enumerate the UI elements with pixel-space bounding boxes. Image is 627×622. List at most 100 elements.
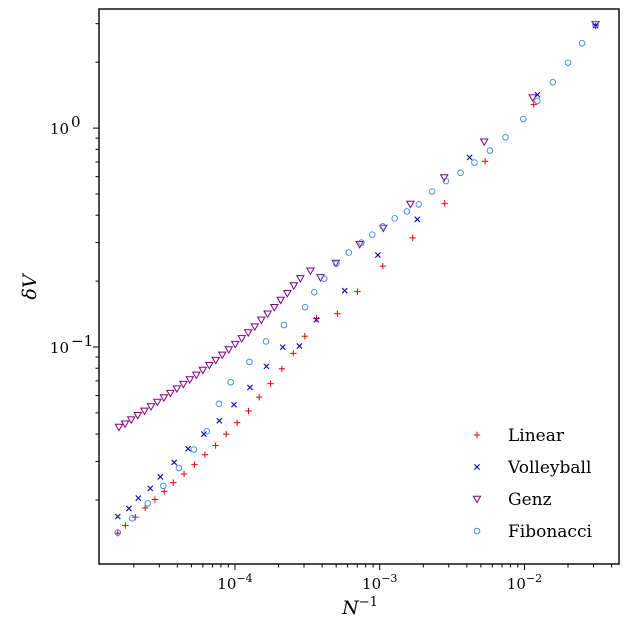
linear-point-3 [142, 504, 149, 512]
linear-point-20 [334, 310, 341, 317]
volleyball-point-15 [341, 287, 348, 294]
fibonacci-point-31 [549, 78, 557, 86]
fibonacci-point-28 [502, 133, 509, 141]
genz-point-18 [230, 340, 240, 349]
volleyball-point-1 [125, 505, 132, 512]
volleyball-point-11 [263, 363, 270, 370]
genz-point-15 [211, 356, 221, 365]
volleyball-point-3 [147, 485, 154, 492]
genz-point-1 [120, 420, 130, 429]
linear-point-24 [441, 200, 448, 207]
volleyball-point-20 [592, 22, 599, 29]
linear-point-21 [354, 288, 361, 295]
x-tick-label-1: 10−3 [362, 572, 397, 593]
fibonacci-point-4 [175, 464, 183, 472]
fibonacci-point-25 [457, 169, 464, 177]
genz-point-19 [237, 335, 247, 343]
linear-point-26 [530, 101, 537, 108]
genz-point-20 [243, 329, 253, 338]
legend: Linear Volleyball Genz Fibonacci [472, 426, 592, 542]
fibonacci-point-20 [391, 215, 399, 222]
genz-point-22 [256, 316, 266, 325]
genz-point-7 [159, 394, 169, 403]
genz-point-8 [165, 389, 175, 398]
y-tick-exp-1: 0 [71, 113, 81, 131]
fibonacci-point-17 [358, 239, 365, 246]
fibonacci-point-12 [301, 303, 309, 311]
volleyball-point-16 [374, 252, 381, 259]
axis-ticks [93, 23, 613, 570]
legend-marker-linear [473, 431, 481, 439]
fibonacci-point-1 [128, 514, 136, 522]
legend-marker-fibonacci [473, 527, 481, 535]
genz-point-29 [305, 267, 315, 276]
legend-entry-fibonacci: Fibonacci [473, 522, 592, 542]
fibonacci-point-15 [333, 260, 340, 268]
fibonacci-point-6 [203, 427, 211, 435]
volleyball-point-2 [135, 495, 142, 502]
volleyball-point-0 [114, 513, 121, 520]
fibonacci-point-30 [534, 97, 541, 105]
genz-point-37 [528, 94, 538, 103]
genz-point-16 [217, 351, 227, 360]
series-fibonacci [114, 20, 599, 536]
legend-marker-genz [472, 495, 482, 504]
plot-area [114, 20, 601, 537]
y-tick-label-1: 10 [50, 120, 69, 138]
volleyball-point-8 [216, 417, 223, 424]
series-genz [114, 21, 601, 432]
linear-point-10 [212, 442, 219, 449]
volleyball-point-6 [185, 445, 192, 452]
fibonacci-point-24 [442, 177, 450, 185]
linear-point-13 [245, 407, 252, 415]
legend-label-linear: Linear [508, 426, 565, 446]
genz-point-3 [133, 411, 143, 420]
linear-point-23 [409, 234, 416, 242]
y-axis-label: δV [19, 272, 41, 299]
fibonacci-point-33 [578, 39, 586, 47]
genz-point-2 [126, 416, 136, 425]
linear-point-12 [233, 419, 241, 426]
linear-point-6 [170, 479, 177, 486]
fibonacci-point-8 [227, 378, 235, 386]
genz-point-23 [263, 310, 273, 319]
genz-point-11 [185, 376, 195, 385]
genz-point-6 [152, 398, 162, 407]
genz-point-26 [282, 290, 292, 298]
volleyball-point-4 [157, 473, 164, 480]
fibonacci-point-26 [471, 159, 478, 166]
genz-point-12 [191, 371, 201, 380]
series-volleyball [114, 22, 599, 520]
fibonacci-point-32 [564, 59, 572, 66]
genz-point-36 [479, 138, 489, 147]
linear-point-4 [151, 496, 159, 503]
fibonacci-point-10 [262, 338, 270, 345]
linear-point-11 [223, 430, 230, 438]
genz-point-0 [114, 423, 124, 432]
volleyball-point-12 [279, 344, 286, 351]
fibonacci-point-16 [345, 249, 353, 256]
volleyball-point-14 [313, 316, 320, 323]
fibonacci-point-2 [144, 500, 152, 507]
genz-point-10 [178, 380, 188, 389]
fibonacci-point-29 [519, 115, 527, 123]
volleyball-point-9 [231, 401, 237, 408]
series-linear [114, 22, 599, 537]
linear-point-15 [267, 380, 274, 387]
y-tick-label-0: 10 [50, 339, 69, 357]
genz-point-5 [146, 403, 156, 412]
genz-point-21 [250, 323, 260, 332]
fibonacci-point-23 [428, 188, 436, 195]
x-axis-label: N−1 [341, 595, 378, 619]
fibonacci-point-19 [379, 222, 387, 230]
fibonacci-point-3 [160, 482, 167, 490]
legend-entry-genz: Genz [472, 490, 552, 510]
fibonacci-point-9 [246, 358, 253, 366]
volleyball-point-13 [296, 343, 303, 350]
linear-point-25 [481, 158, 489, 165]
genz-point-28 [295, 275, 305, 283]
genz-point-13 [198, 366, 208, 375]
volleyball-point-17 [414, 216, 421, 223]
genz-point-14 [204, 361, 214, 370]
